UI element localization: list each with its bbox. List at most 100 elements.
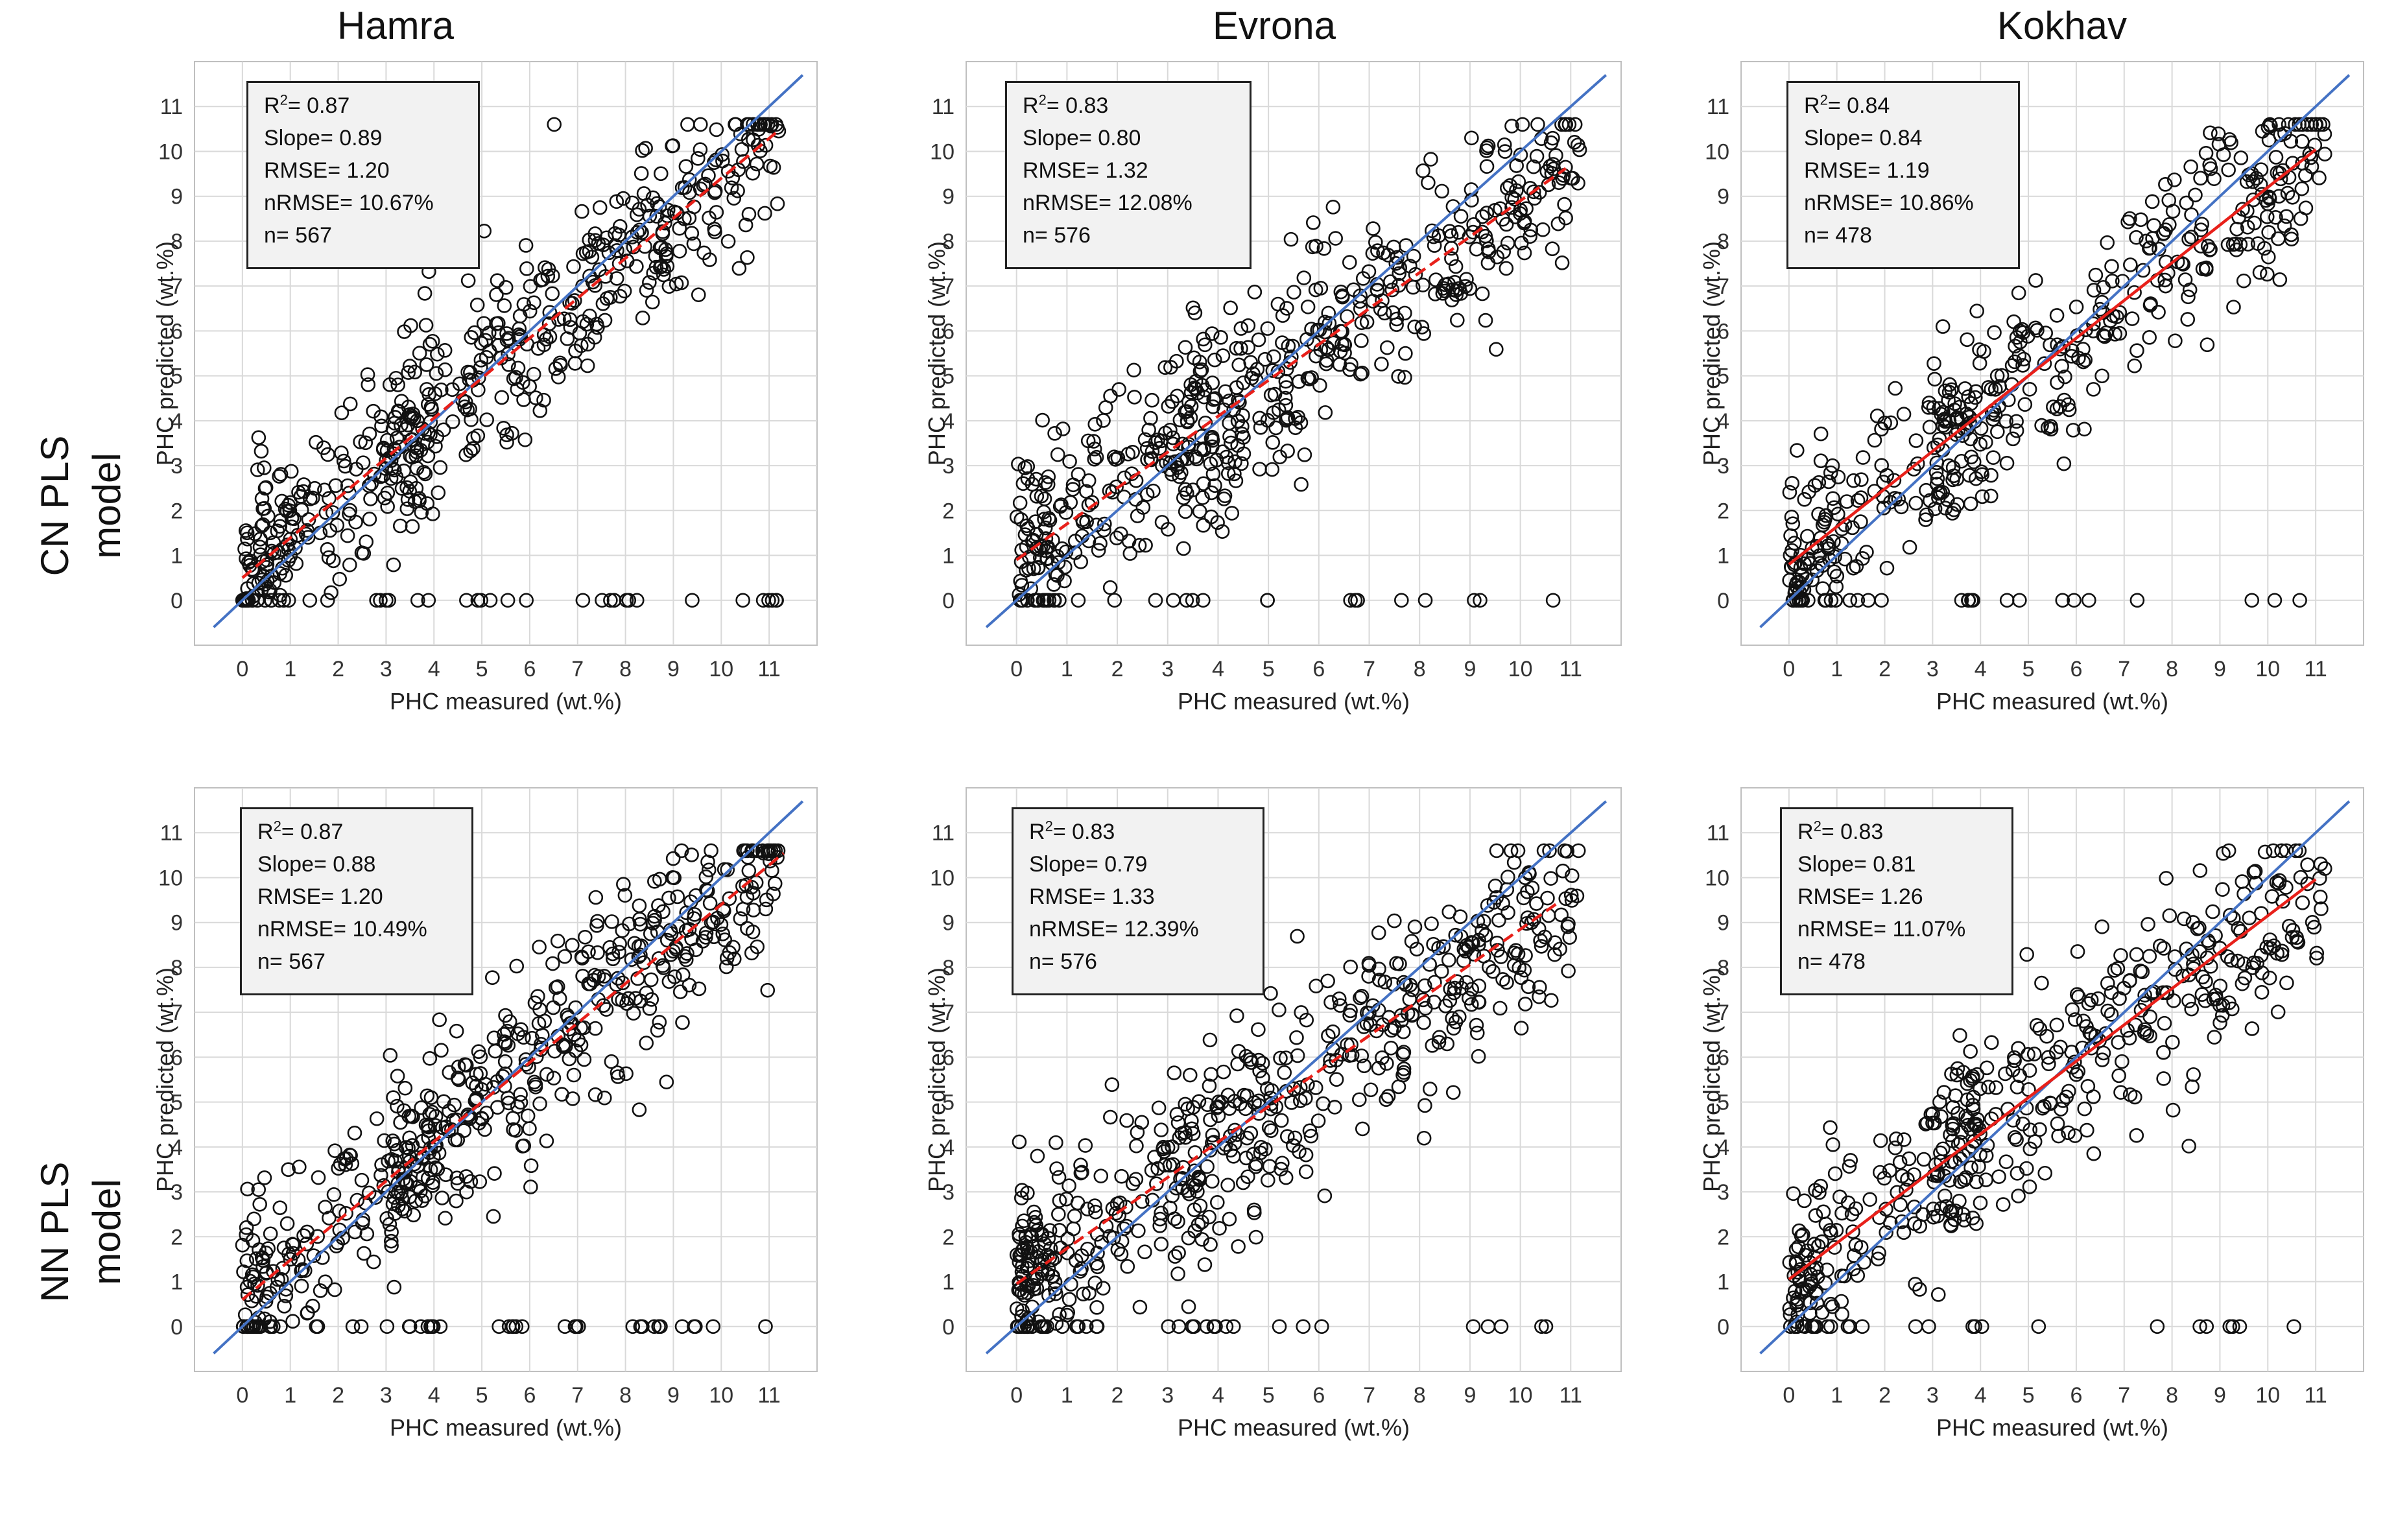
data-point xyxy=(1202,1209,1216,1225)
data-point xyxy=(1252,410,1267,426)
data-point xyxy=(368,1190,383,1205)
data-point xyxy=(1539,164,1555,179)
data-point xyxy=(1534,1319,1549,1334)
data-point xyxy=(1512,206,1528,221)
data-point xyxy=(2022,1141,2038,1157)
data-point xyxy=(1073,554,1089,569)
data-point xyxy=(647,912,662,928)
data-point xyxy=(460,273,476,289)
data-point xyxy=(635,1319,650,1334)
data-point xyxy=(1112,1195,1128,1211)
data-point xyxy=(759,892,774,908)
fit-line xyxy=(1015,167,1567,562)
data-point xyxy=(278,1281,294,1297)
data-point xyxy=(414,1100,429,1115)
data-point xyxy=(1052,1222,1067,1238)
data-point xyxy=(2156,226,2172,241)
data-point xyxy=(386,557,401,573)
data-point xyxy=(1921,1319,1936,1334)
y-tick-label: 7 xyxy=(171,274,183,299)
data-point xyxy=(1855,551,1870,566)
r2-text: R2= 0.83 xyxy=(1023,89,1234,122)
data-point xyxy=(1251,1022,1266,1037)
data-point xyxy=(2280,185,2295,201)
data-point xyxy=(420,1088,435,1104)
data-point xyxy=(460,1109,475,1124)
data-point xyxy=(1054,541,1070,556)
data-point xyxy=(305,1298,320,1314)
data-point xyxy=(1945,1133,1960,1148)
data-point xyxy=(2122,1087,2138,1102)
data-point xyxy=(257,501,272,516)
data-point xyxy=(1268,420,1283,436)
column-title-kokhav: Kokhav xyxy=(1997,4,2128,47)
data-point xyxy=(345,1319,361,1334)
data-point xyxy=(2312,890,2328,905)
data-point xyxy=(1965,1098,1980,1113)
data-point xyxy=(1170,1214,1185,1229)
data-point xyxy=(643,972,659,988)
data-point xyxy=(696,245,711,261)
data-point xyxy=(1290,1048,1305,1063)
stats-box: R2= 0.83 Slope= 0.79 RMSE= 1.33 nRMSE= 12.3… xyxy=(1012,807,1264,995)
data-point xyxy=(1565,171,1580,186)
data-point xyxy=(1161,1319,1176,1334)
data-point xyxy=(746,903,761,918)
data-point xyxy=(428,1109,444,1124)
n-text: n= 576 xyxy=(1023,223,1091,248)
rmse-text: RMSE= 1.33 xyxy=(1029,884,1155,909)
data-point xyxy=(1239,1130,1255,1146)
data-point xyxy=(2094,368,2109,384)
data-point xyxy=(380,499,395,514)
data-point xyxy=(1496,244,1512,259)
data-point xyxy=(1448,259,1464,274)
data-point xyxy=(1843,1153,1858,1168)
data-point xyxy=(1375,1050,1390,1065)
data-point xyxy=(437,343,453,358)
data-point xyxy=(1421,175,1436,191)
data-point xyxy=(2226,300,2241,314)
data-point xyxy=(263,583,278,598)
data-point xyxy=(1111,382,1126,397)
data-point xyxy=(278,1288,294,1303)
data-point xyxy=(1886,473,1902,488)
data-point xyxy=(566,259,581,274)
data-point xyxy=(369,593,384,608)
data-point xyxy=(1071,467,1086,482)
data-point xyxy=(2100,235,2115,250)
x-tick-label: 9 xyxy=(1464,1383,1476,1408)
data-point xyxy=(2133,964,2148,978)
data-point xyxy=(1294,477,1309,492)
data-point xyxy=(1446,1021,1462,1036)
data-point xyxy=(416,464,431,480)
data-point xyxy=(2212,978,2228,993)
data-point xyxy=(2317,147,2332,161)
data-point xyxy=(2157,272,2172,288)
data-point xyxy=(401,1141,416,1155)
data-point xyxy=(386,1190,402,1205)
data-point xyxy=(281,1162,296,1178)
data-point xyxy=(390,1176,406,1191)
y-tick-label: 8 xyxy=(171,956,183,980)
data-point xyxy=(487,1166,502,1181)
data-point xyxy=(1921,400,1936,415)
data-point xyxy=(283,495,298,510)
data-point xyxy=(401,1109,417,1124)
slope-text: Slope= 0.84 xyxy=(1804,126,1923,150)
row-label-nn: NN PLS model xyxy=(33,1161,128,1303)
data-point xyxy=(395,1202,410,1216)
data-point xyxy=(1120,1259,1135,1274)
data-point xyxy=(1093,536,1108,551)
data-point xyxy=(2270,1004,2286,1019)
data-point xyxy=(1807,1262,1821,1277)
data-point xyxy=(1029,1281,1045,1296)
data-point xyxy=(1425,1038,1440,1053)
data-point xyxy=(1342,255,1357,270)
data-point xyxy=(1137,1244,1152,1259)
data-point xyxy=(2288,843,2303,859)
data-point xyxy=(2142,949,2157,964)
data-point xyxy=(1923,493,1938,508)
data-point xyxy=(1827,1240,1842,1255)
data-point xyxy=(587,226,603,241)
data-point xyxy=(482,343,497,359)
